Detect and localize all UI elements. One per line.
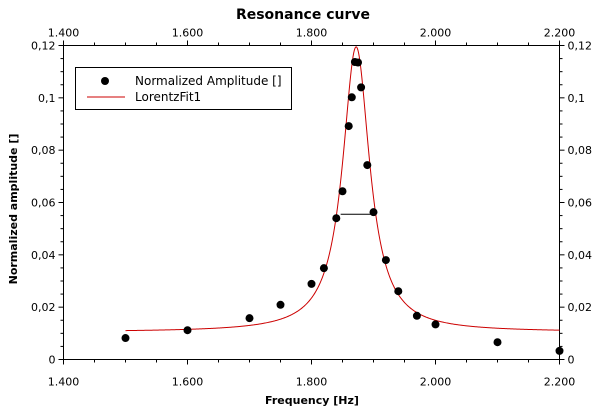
legend-label-fit: LorentzFit1 — [135, 90, 201, 104]
x-tick-label-bottom: 1.600 — [172, 376, 204, 389]
y-tick-label-right: 0 — [568, 354, 575, 367]
y-axis-title: Normalized amplitude [] — [7, 134, 20, 285]
legend-box — [75, 67, 292, 110]
ticks-layer: 1.400 1.400 1.600 1.600 1.800 1.800 2.000 2.000… — [31, 27, 592, 389]
data-point — [332, 214, 341, 223]
data-point — [381, 256, 390, 265]
x-tick-label-bottom: 2.200 — [544, 376, 576, 389]
lorentz-fit-line — [125, 46, 560, 332]
data-point — [394, 287, 403, 296]
data-point — [354, 58, 362, 67]
x-axis-title: Frequency [Hz] — [265, 394, 359, 407]
x-tick-label-top: 2.200 — [544, 27, 576, 40]
data-point — [369, 208, 378, 217]
data-point — [121, 334, 130, 343]
data-point — [555, 346, 564, 355]
y-tick-label-left: 0,08 — [31, 144, 56, 157]
data-point — [493, 338, 502, 347]
y-tick-label-right: 0,06 — [568, 197, 593, 210]
data-point — [363, 161, 372, 170]
data-point — [431, 320, 440, 329]
x-tick-label-top: 2.000 — [420, 27, 452, 40]
y-tick-label-right: 0,04 — [568, 249, 593, 262]
data-point — [307, 279, 316, 288]
y-tick-label-left: 0,1 — [38, 92, 56, 105]
y-tick-label-right: 0,02 — [568, 301, 593, 314]
y-tick-label-left: 0,04 — [31, 249, 56, 262]
data-point — [344, 122, 353, 131]
data-point — [183, 326, 192, 335]
legend-label-scatter: Normalized Amplitude [] — [135, 74, 282, 88]
x-tick-label-top: 1.400 — [48, 27, 80, 40]
x-tick-label-bottom: 2.000 — [420, 376, 452, 389]
y-tick-label-right: 0,08 — [568, 144, 593, 157]
y-tick-label-left: 0,06 — [31, 197, 56, 210]
x-tick-label-bottom: 1.400 — [48, 376, 80, 389]
y-tick-label-left: 0,12 — [31, 40, 56, 53]
x-tick-label-top: 1.800 — [296, 27, 328, 40]
legend-scatter-marker — [101, 77, 109, 85]
chart-title: Resonance curve — [236, 7, 370, 23]
data-point — [276, 300, 285, 309]
x-tick-label-bottom: 1.800 — [296, 376, 328, 389]
points-layer — [121, 57, 564, 355]
y-tick-label-right: 0,1 — [568, 92, 586, 105]
data-point — [338, 187, 347, 196]
y-tick-label-left: 0,02 — [31, 301, 56, 314]
legend: Normalized Amplitude [] LorentzFit1 — [75, 67, 292, 110]
data-point — [347, 93, 356, 102]
x-tick-label-top: 1.600 — [172, 27, 204, 40]
fit-layer — [125, 46, 560, 332]
data-point — [245, 314, 254, 323]
y-tick-label-left: 0 — [49, 354, 56, 367]
y-tick-label-right: 0,12 — [568, 40, 593, 53]
data-point — [357, 83, 366, 92]
data-point — [412, 311, 421, 320]
data-point — [319, 264, 328, 273]
